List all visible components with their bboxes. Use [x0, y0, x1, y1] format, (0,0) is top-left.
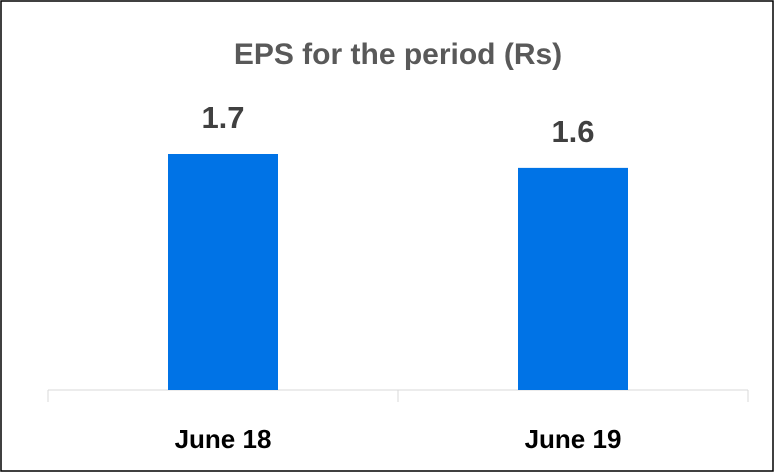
x-tick-label: June 18 — [175, 424, 272, 454]
bar — [168, 154, 278, 390]
chart-title: EPS for the period (Rs) — [234, 38, 562, 71]
x-tick-label: June 19 — [525, 424, 622, 454]
value-label: 1.6 — [551, 114, 594, 149]
value-label: 1.7 — [201, 100, 244, 135]
bar — [518, 167, 628, 390]
